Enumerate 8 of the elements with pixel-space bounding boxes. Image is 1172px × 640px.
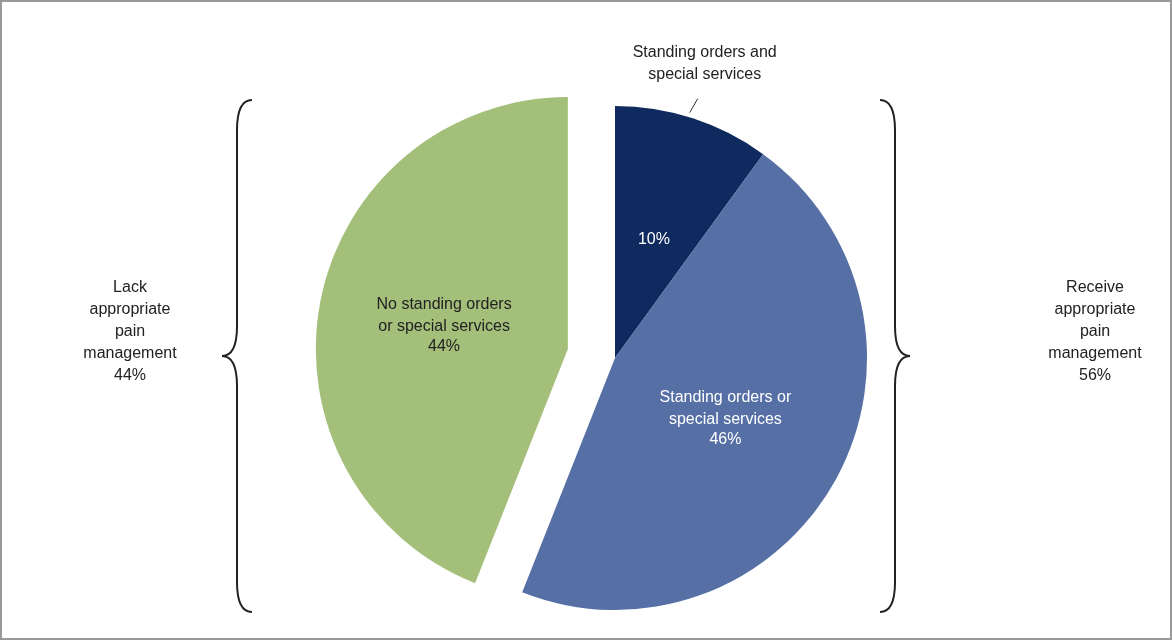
text: Lack appropriate pain management 44% xyxy=(83,277,178,383)
slice-label: Standing orders and special services xyxy=(632,43,777,83)
data-label: 44% xyxy=(428,336,461,354)
data-label: 10% xyxy=(637,229,670,247)
text: Receive appropriate pain management 56% xyxy=(1048,277,1143,383)
slice-label: Standing orders or special services xyxy=(659,388,792,428)
data-label: 46% xyxy=(709,429,742,447)
slice-label: No standing orders or special services xyxy=(376,295,512,334)
